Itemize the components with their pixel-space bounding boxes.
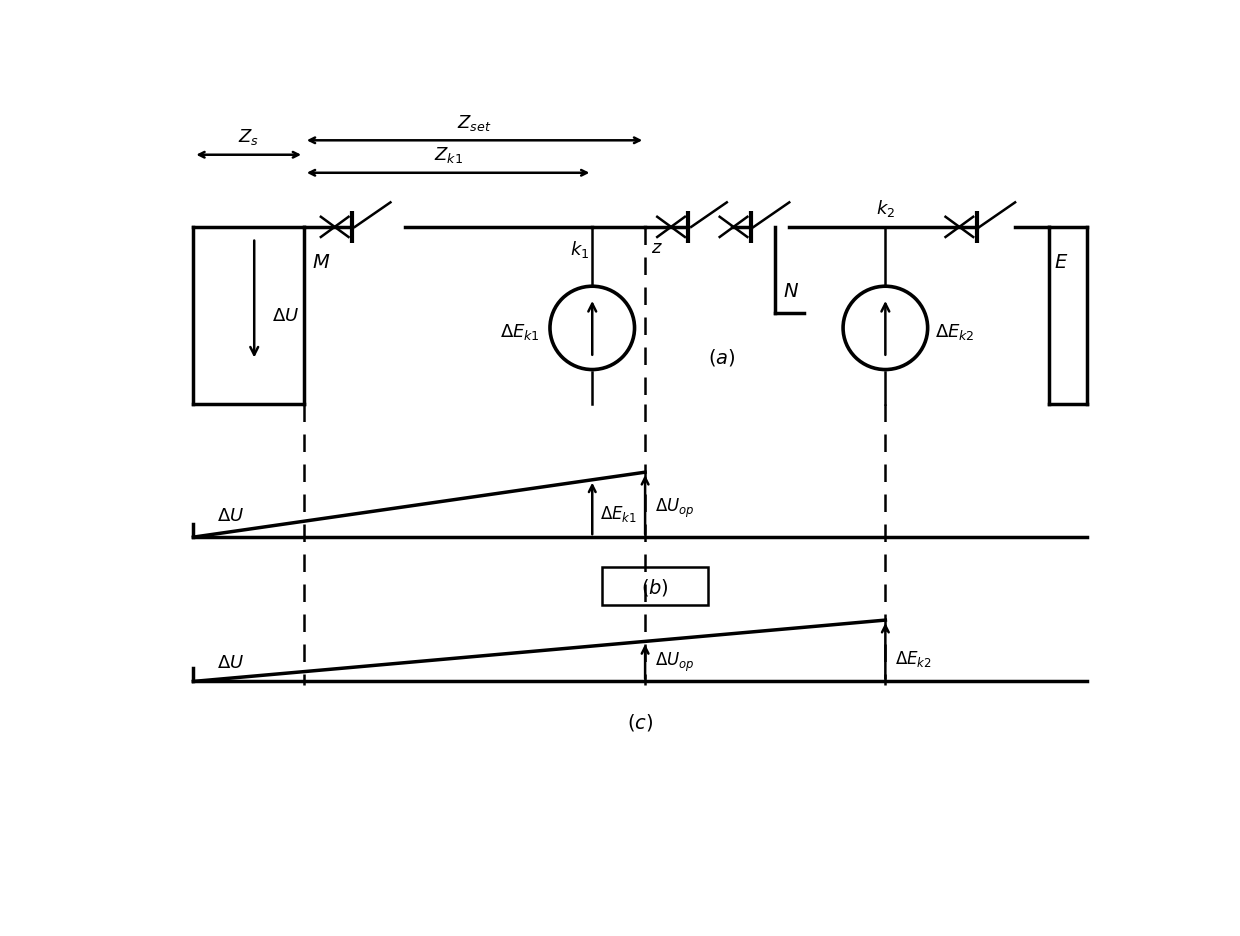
- Text: $k_2$: $k_2$: [875, 198, 895, 219]
- Text: $\Delta E_{k1}$: $\Delta E_{k1}$: [600, 504, 637, 523]
- Text: $\Delta U$: $\Delta U$: [217, 653, 244, 672]
- Text: $\Delta E_{k1}$: $\Delta E_{k1}$: [500, 322, 539, 343]
- Text: $\Delta E_{k2}$: $\Delta E_{k2}$: [935, 322, 975, 343]
- Text: $N$: $N$: [782, 282, 799, 300]
- Text: $E$: $E$: [1054, 253, 1069, 271]
- Text: $Z_s$: $Z_s$: [238, 127, 259, 147]
- Text: $M$: $M$: [311, 253, 330, 271]
- Text: $z$: $z$: [651, 239, 662, 256]
- Text: $\Delta U_{op}$: $\Delta U_{op}$: [655, 496, 694, 519]
- Text: $(b)$: $(b)$: [641, 576, 668, 597]
- Text: $\Delta U_{op}$: $\Delta U_{op}$: [655, 650, 694, 673]
- Text: $\Delta E_{k2}$: $\Delta E_{k2}$: [895, 649, 931, 668]
- Text: $k_1$: $k_1$: [570, 239, 589, 259]
- Text: $\Delta U$: $\Delta U$: [272, 307, 299, 325]
- Text: $\Delta U$: $\Delta U$: [217, 506, 244, 524]
- Text: $(c)$: $(c)$: [627, 710, 653, 732]
- Text: $Z_{set}$: $Z_{set}$: [458, 112, 492, 133]
- Text: $Z_{k1}$: $Z_{k1}$: [434, 145, 463, 165]
- FancyBboxPatch shape: [601, 568, 708, 606]
- Text: $(a)$: $(a)$: [708, 347, 735, 368]
